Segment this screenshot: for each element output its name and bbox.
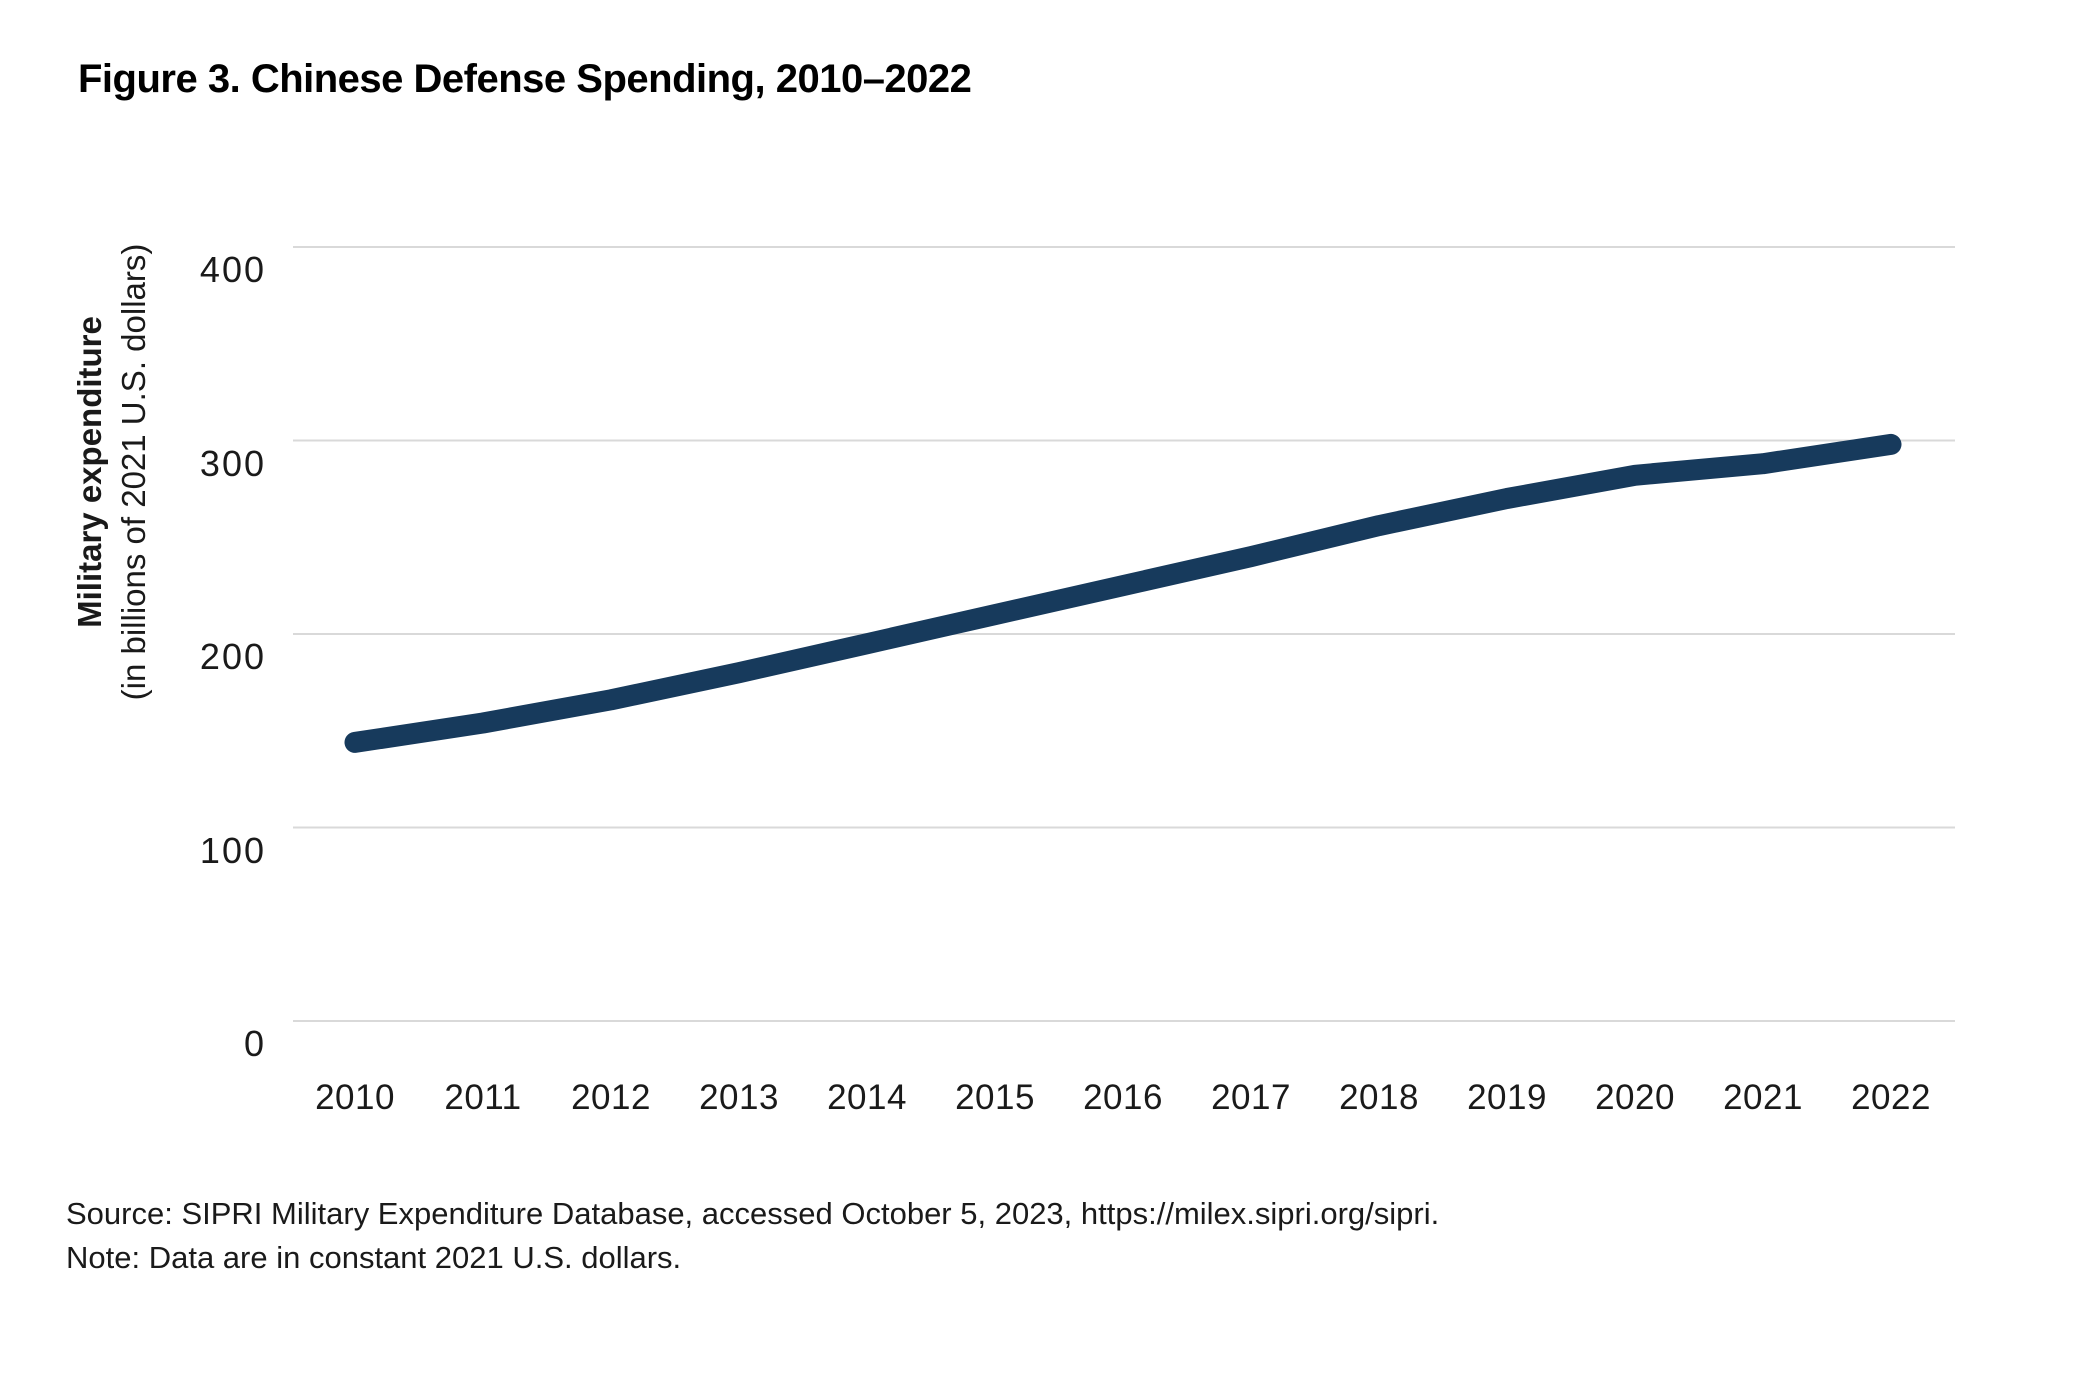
- x-tick-label: 2010: [315, 1078, 395, 1117]
- x-tick-label: 2016: [1083, 1078, 1163, 1117]
- x-tick-label: 2018: [1339, 1078, 1419, 1117]
- y-tick-label: 200: [199, 636, 266, 677]
- x-tick-label: 2021: [1723, 1078, 1803, 1117]
- x-tick-label: 2013: [699, 1078, 779, 1117]
- x-tick-label: 2015: [955, 1078, 1035, 1117]
- figure-title: Figure 3. Chinese Defense Spending, 2010…: [78, 57, 972, 101]
- x-tick-label: 2022: [1851, 1078, 1931, 1117]
- source-line: Source: SIPRI Military Expenditure Datab…: [66, 1196, 1440, 1231]
- y-tick-label: 100: [199, 829, 266, 871]
- note-line: Note: Data are in constant 2021 U.S. dol…: [66, 1240, 682, 1275]
- defense-spending-line: [344, 433, 1902, 753]
- x-tick-label: 2017: [1211, 1078, 1291, 1117]
- x-tick-label: 2012: [571, 1078, 651, 1117]
- y-tick-label: 0: [243, 1023, 266, 1064]
- x-tick-label: 2011: [444, 1078, 522, 1117]
- x-tick-label: 2020: [1595, 1078, 1675, 1117]
- y-tick-label: 300: [199, 442, 266, 484]
- x-tick-label: 2014: [827, 1078, 907, 1117]
- y-tick-label: 400: [199, 249, 266, 290]
- x-tick-label: 2019: [1467, 1078, 1547, 1117]
